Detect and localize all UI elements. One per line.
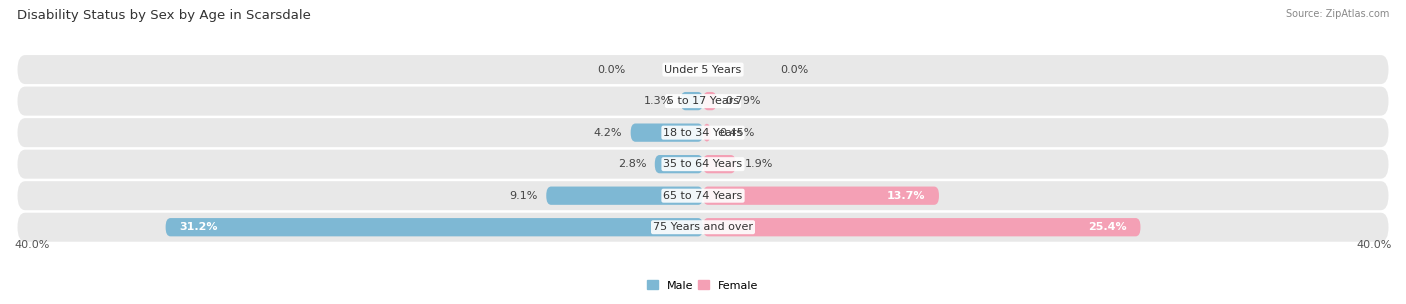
Text: 0.0%: 0.0% <box>598 64 626 74</box>
Text: 65 to 74 Years: 65 to 74 Years <box>664 191 742 201</box>
FancyBboxPatch shape <box>17 150 1389 179</box>
FancyBboxPatch shape <box>631 123 703 142</box>
Text: 0.79%: 0.79% <box>725 96 761 106</box>
FancyBboxPatch shape <box>17 213 1389 242</box>
FancyBboxPatch shape <box>703 218 1140 236</box>
FancyBboxPatch shape <box>547 187 703 205</box>
Text: 1.3%: 1.3% <box>644 96 672 106</box>
FancyBboxPatch shape <box>17 87 1389 116</box>
FancyBboxPatch shape <box>17 118 1389 147</box>
FancyBboxPatch shape <box>17 181 1389 210</box>
Text: 0.45%: 0.45% <box>720 128 755 138</box>
Text: 2.8%: 2.8% <box>617 159 647 169</box>
Text: 75 Years and over: 75 Years and over <box>652 222 754 232</box>
Text: Disability Status by Sex by Age in Scarsdale: Disability Status by Sex by Age in Scars… <box>17 9 311 22</box>
FancyBboxPatch shape <box>681 92 703 110</box>
Text: 40.0%: 40.0% <box>14 240 49 250</box>
Text: 1.9%: 1.9% <box>744 159 773 169</box>
FancyBboxPatch shape <box>655 155 703 173</box>
Text: 0.0%: 0.0% <box>780 64 808 74</box>
Text: 35 to 64 Years: 35 to 64 Years <box>664 159 742 169</box>
Text: 18 to 34 Years: 18 to 34 Years <box>664 128 742 138</box>
FancyBboxPatch shape <box>17 55 1389 84</box>
Text: 4.2%: 4.2% <box>593 128 621 138</box>
FancyBboxPatch shape <box>166 218 703 236</box>
Text: Under 5 Years: Under 5 Years <box>665 64 741 74</box>
Text: 13.7%: 13.7% <box>887 191 925 201</box>
FancyBboxPatch shape <box>703 92 717 110</box>
FancyBboxPatch shape <box>703 187 939 205</box>
Text: 25.4%: 25.4% <box>1088 222 1126 232</box>
Text: Source: ZipAtlas.com: Source: ZipAtlas.com <box>1285 9 1389 19</box>
FancyBboxPatch shape <box>703 155 735 173</box>
Text: 40.0%: 40.0% <box>1357 240 1392 250</box>
Text: 9.1%: 9.1% <box>509 191 537 201</box>
FancyBboxPatch shape <box>703 123 711 142</box>
Text: 5 to 17 Years: 5 to 17 Years <box>666 96 740 106</box>
Text: 31.2%: 31.2% <box>180 222 218 232</box>
Legend: Male, Female: Male, Female <box>647 280 759 291</box>
